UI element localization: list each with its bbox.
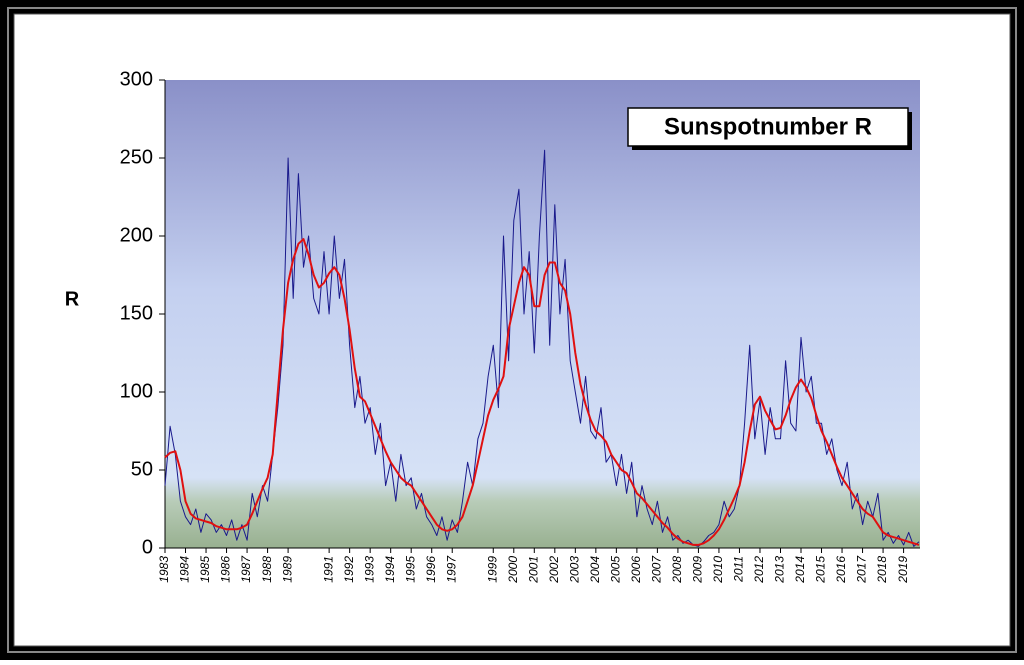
x-tick-label: 2016 [834,556,848,584]
x-tick-label: 2015 [814,556,828,584]
x-tick-label: 2000 [506,556,520,584]
x-tick-label: 2004 [588,556,602,584]
x-tick-label: 1991 [321,556,335,583]
x-tick-label: 2007 [650,555,664,584]
x-tick-label: 2009 [691,556,705,584]
x-tick-label: 1986 [219,556,233,583]
x-tick-label: 1993 [362,556,376,583]
x-tick-label: 2003 [567,556,581,584]
x-tick-label: 1987 [239,555,253,583]
x-tick-label: 1992 [342,556,356,583]
y-tick-label: 50 [131,458,153,480]
x-tick-label: 2001 [526,556,540,584]
x-tick-label: 2005 [609,556,623,584]
x-tick-label: 2002 [547,556,561,584]
x-tick-label: 1999 [485,556,499,583]
x-tick-label: 2019 [896,556,910,584]
x-tick-label: 2010 [711,556,725,584]
x-tick-label: 2018 [875,556,889,584]
x-tick-label: 2014 [793,556,807,584]
y-tick-label: 200 [120,224,153,246]
x-tick-label: 2011 [732,556,746,583]
x-tick-label: 1984 [178,556,192,583]
x-tick-label: 1996 [424,556,438,583]
y-tick-label: 300 [120,68,153,90]
plot-area [165,80,920,548]
frame-line [7,7,1017,653]
x-tick-label: 2013 [773,556,787,584]
x-tick-label: 1989 [280,556,294,583]
x-tick-label: 2017 [855,555,869,584]
x-tick-label: 1985 [198,556,212,583]
x-tick-label: 1983 [157,556,171,583]
x-tick-label: 2008 [670,556,684,584]
title-box [627,107,909,147]
y-tick-label: 100 [120,380,153,402]
y-tick-label: 250 [120,146,153,168]
y-tick-label: 150 [120,302,153,324]
y-axis-label: R [65,288,80,310]
chart-title: Sunspotnumber R [664,113,872,140]
x-tick-label: 1994 [383,556,397,583]
series-line [164,149,920,547]
series-line [164,238,920,546]
x-tick-label: 1988 [260,556,274,583]
x-tick-label: 2012 [752,556,766,584]
y-tick-label: 0 [142,536,153,558]
x-tick-label: 1995 [403,556,417,583]
x-tick-label: 2006 [629,556,643,584]
x-tick-label: 1997 [444,555,458,583]
